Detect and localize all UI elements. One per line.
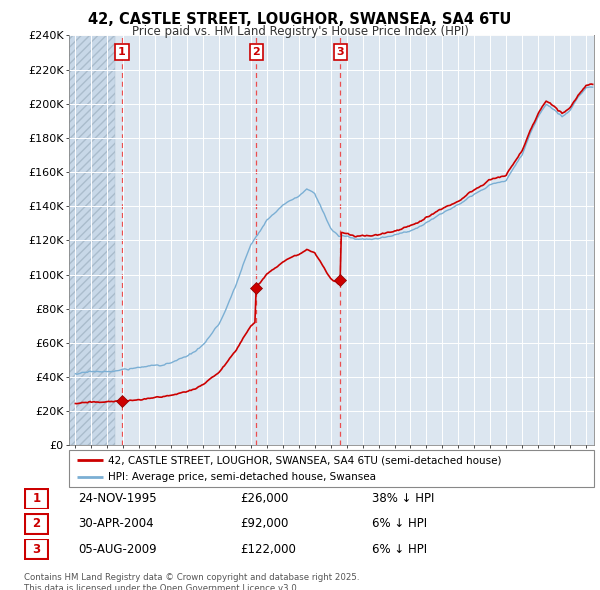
Text: £92,000: £92,000 — [240, 517, 289, 530]
Text: 2: 2 — [253, 47, 260, 57]
Text: 3: 3 — [32, 543, 41, 556]
Text: 6% ↓ HPI: 6% ↓ HPI — [372, 517, 427, 530]
Text: £122,000: £122,000 — [240, 543, 296, 556]
Text: 42, CASTLE STREET, LOUGHOR, SWANSEA, SA4 6TU (semi-detached house): 42, CASTLE STREET, LOUGHOR, SWANSEA, SA4… — [109, 455, 502, 465]
FancyBboxPatch shape — [25, 514, 49, 534]
Text: 6% ↓ HPI: 6% ↓ HPI — [372, 543, 427, 556]
Text: 3: 3 — [337, 47, 344, 57]
Text: 05-AUG-2009: 05-AUG-2009 — [78, 543, 157, 556]
Text: Contains HM Land Registry data © Crown copyright and database right 2025.
This d: Contains HM Land Registry data © Crown c… — [24, 573, 359, 590]
Text: HPI: Average price, semi-detached house, Swansea: HPI: Average price, semi-detached house,… — [109, 472, 376, 482]
Text: 1: 1 — [32, 492, 41, 505]
Text: 2: 2 — [32, 517, 41, 530]
Text: Price paid vs. HM Land Registry's House Price Index (HPI): Price paid vs. HM Land Registry's House … — [131, 25, 469, 38]
Text: 38% ↓ HPI: 38% ↓ HPI — [372, 492, 434, 505]
Text: 30-APR-2004: 30-APR-2004 — [78, 517, 154, 530]
Text: 1: 1 — [118, 47, 126, 57]
FancyBboxPatch shape — [25, 489, 49, 509]
Text: £26,000: £26,000 — [240, 492, 289, 505]
Text: 42, CASTLE STREET, LOUGHOR, SWANSEA, SA4 6TU: 42, CASTLE STREET, LOUGHOR, SWANSEA, SA4… — [88, 12, 512, 27]
Text: 24-NOV-1995: 24-NOV-1995 — [78, 492, 157, 505]
FancyBboxPatch shape — [69, 450, 594, 487]
FancyBboxPatch shape — [25, 539, 49, 559]
